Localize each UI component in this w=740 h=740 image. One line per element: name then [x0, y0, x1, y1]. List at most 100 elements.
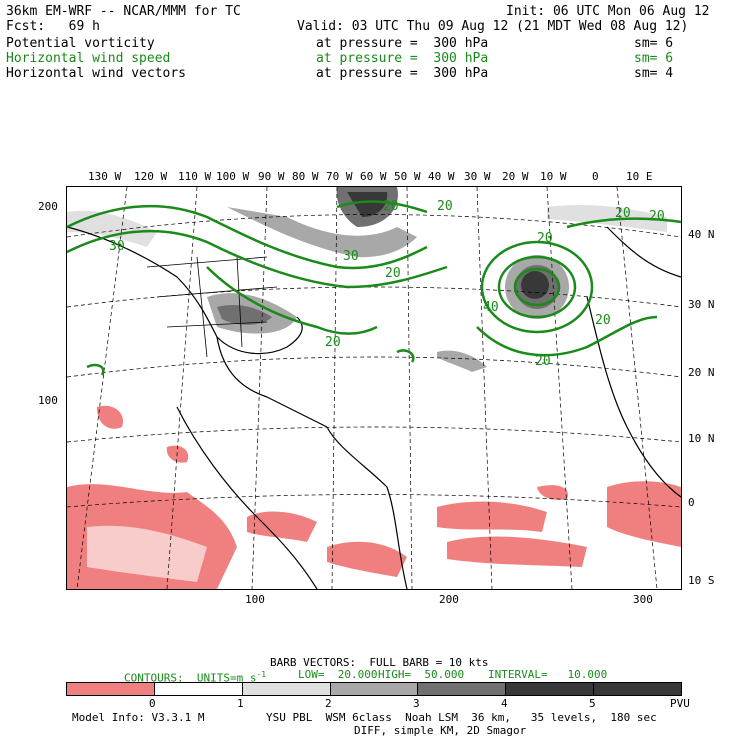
barb-legend: BARB VECTORS: FULL BARB = 10 kts	[270, 656, 489, 669]
contour-interval: INTERVAL= 10.000	[488, 668, 608, 681]
colorbar-label: 3	[413, 697, 420, 710]
weather-map: 20 20 20 30 30 20 20 20 40 20 20 20	[66, 186, 682, 590]
contour-units-exponent: -1	[256, 670, 267, 679]
lon-label: 60 W	[360, 170, 387, 183]
pv-shade	[607, 481, 681, 547]
lon-label: 50 W	[394, 170, 421, 183]
coastlines	[66, 226, 682, 590]
contour-label: 20	[649, 209, 665, 224]
coastline	[326, 426, 408, 590]
wind-contour	[336, 200, 428, 214]
graticule	[66, 186, 682, 590]
contour-label: 30	[109, 239, 125, 254]
parallel-line	[66, 214, 682, 238]
parallel-line	[66, 356, 682, 378]
contour-low: LOW= 20.000	[298, 668, 378, 681]
valid-time: Valid: 03 UTC Thu 09 Aug 12 (21 MDT Wed …	[297, 19, 689, 34]
pv-colorbar	[66, 682, 682, 696]
pv-positive-regions	[67, 187, 667, 372]
lon-label: 80 W	[292, 170, 319, 183]
contour-units: CONTOURS: UNITS=m s-1	[124, 669, 266, 685]
field-name: Horizontal wind speed	[6, 51, 171, 66]
lat-label: 10 S	[688, 574, 715, 587]
lon-label: 130 W	[88, 170, 122, 183]
lon-label: 70 W	[326, 170, 353, 183]
pv-shade	[217, 305, 272, 325]
pv-shade	[97, 405, 123, 429]
colorbar-swatch	[594, 683, 682, 695]
pv-shade	[347, 192, 388, 217]
wind-speed-contours	[66, 200, 682, 376]
colorbar-swatch	[242, 683, 331, 695]
pv-shade	[227, 207, 417, 258]
pv-shade	[537, 485, 568, 500]
wind-contour	[513, 267, 561, 307]
lon-label: 20 W	[502, 170, 529, 183]
map-canvas: 20 20 20 30 30 20 20 20 40 20 20 20	[66, 186, 682, 590]
colorbar-unit: PVU	[670, 697, 690, 710]
grid-label: 100	[245, 593, 265, 606]
lon-label: 100 W	[216, 170, 250, 183]
parallel-line	[66, 494, 682, 508]
meridian-line	[406, 186, 413, 590]
meridian-line	[546, 186, 573, 590]
lon-label: 110 W	[178, 170, 212, 183]
lon-label: 40 W	[428, 170, 455, 183]
wind-contour	[566, 217, 682, 229]
pv-shade	[87, 525, 207, 582]
pv-shade	[247, 511, 317, 542]
colorbar-swatch	[154, 683, 243, 695]
coastline	[176, 406, 318, 590]
wind-contour	[396, 349, 415, 363]
colorbar-label: 0	[149, 697, 156, 710]
contour-label: 20	[325, 335, 341, 350]
meridian-line	[616, 186, 658, 590]
pv-shade	[437, 350, 487, 372]
lat-label: 30 N	[688, 298, 715, 311]
wind-contour	[497, 255, 577, 319]
lon-label: 0	[592, 170, 599, 183]
field-level: at pressure = 300 hPa	[316, 51, 489, 66]
contour-label: 30	[343, 249, 359, 264]
field-name: Potential vorticity	[6, 36, 155, 51]
pv-shade	[447, 536, 587, 567]
wind-contour	[480, 240, 594, 334]
meridian-line	[76, 186, 128, 590]
lon-label: 10 W	[540, 170, 567, 183]
contour-label: 20	[437, 199, 453, 214]
coastline	[66, 226, 303, 355]
parallel-line	[66, 426, 682, 443]
pv-negative-regions	[67, 405, 681, 589]
field-level: at pressure = 300 hPa	[316, 66, 489, 81]
field-smoothing: sm= 4	[634, 66, 674, 81]
contour-label-group: 20 20 20 30 30 20 20 20 40 20 20 20	[109, 199, 665, 369]
grid-label: 100	[38, 394, 58, 407]
wind-contour	[66, 204, 428, 270]
model-info: Model Info: V3.3.1 M	[72, 711, 205, 724]
lat-label: 40 N	[688, 228, 715, 241]
contour-label: 20	[615, 206, 631, 221]
pv-shade	[67, 210, 157, 247]
colorbar-label: 1	[237, 697, 244, 710]
field-smoothing: sm= 6	[634, 36, 674, 51]
contour-units-text: CONTOURS: UNITS=m s	[124, 671, 257, 685]
lat-label: 0	[688, 496, 695, 509]
pv-shade	[437, 501, 547, 532]
lon-label: 30 W	[464, 170, 491, 183]
colorbar-swatch	[67, 683, 155, 695]
contour-high: HIGH= 50.000	[378, 668, 465, 681]
colorbar-swatch	[418, 683, 507, 695]
contour-label: 20	[537, 231, 553, 246]
wind-contour	[86, 363, 105, 376]
forecast-hour: Fcst: 69 h	[6, 19, 100, 34]
pv-shade	[521, 271, 549, 299]
init-time: Init: 06 UTC Mon 06 Aug 12	[506, 4, 710, 19]
colorbar-label: 4	[501, 697, 508, 710]
grid-label: 300	[633, 593, 653, 606]
coastline	[606, 226, 682, 278]
coastline	[586, 296, 682, 498]
physics-info: YSU PBL WSM 6class Noah LSM 36 km, 35 le…	[266, 711, 657, 724]
wind-contour	[476, 315, 658, 357]
field-level: at pressure = 300 hPa	[316, 36, 489, 51]
wind-contour	[206, 266, 378, 335]
